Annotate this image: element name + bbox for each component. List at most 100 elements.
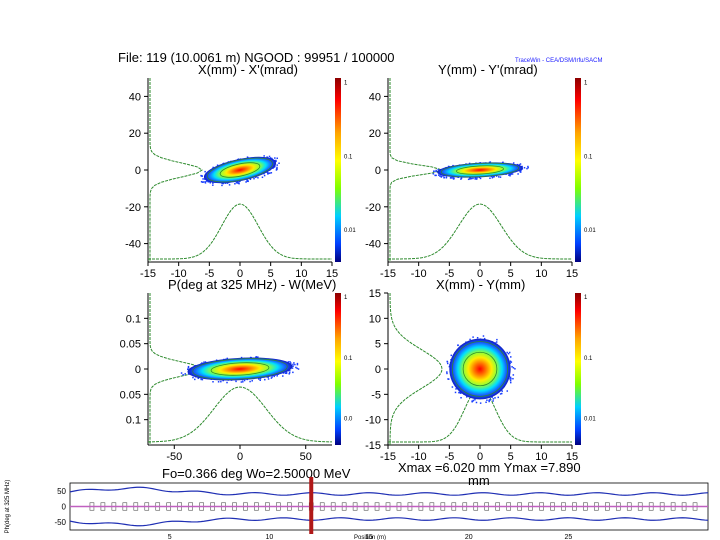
x-tick-label: -50 [166, 451, 182, 463]
halo-particle [273, 375, 275, 378]
x-tick-label: 15 [326, 268, 338, 280]
x-tick-label: 5 [508, 268, 514, 280]
halo-particle [450, 177, 452, 179]
halo-particle [488, 400, 490, 403]
halo-particle [454, 391, 457, 394]
halo-particle [527, 165, 529, 168]
halo-particle [192, 376, 194, 379]
halo-particle [287, 361, 290, 363]
rms-ellipse [210, 362, 270, 376]
envelope-lower [69, 517, 709, 527]
halo-particle [491, 396, 493, 398]
colorbar-tick-label: 0.01 [584, 228, 596, 234]
y-tick-label: 40 [129, 91, 141, 103]
halo-particle [240, 381, 243, 383]
halo-particle [437, 174, 440, 176]
halo-particle [439, 175, 441, 177]
halo-particle [274, 157, 276, 159]
y-tick-label: 0 [375, 364, 381, 376]
halo-particle [275, 169, 278, 171]
halo-particle [520, 169, 522, 172]
halo-particle [246, 180, 249, 182]
rms-ellipse [441, 162, 519, 178]
halo-particle [251, 380, 253, 382]
y-tick-label: 15 [369, 288, 381, 300]
halo-particle [237, 182, 240, 184]
x-tick-label: -5 [444, 268, 454, 280]
halo-particle [289, 370, 291, 372]
halo-particle [226, 357, 229, 360]
software-tag: TraceWin - CEA/DSM/Irfu/SACM [515, 58, 603, 64]
halo-particle [460, 178, 462, 180]
y-tick-label: -5 [371, 389, 381, 401]
envelope-plot: 50 0 -50 5 10 15 20 25 Position (m) Ph(deg at 325… [5, 477, 709, 540]
halo-particle [200, 378, 202, 381]
halo-particle [212, 184, 214, 186]
halo-particle [275, 160, 277, 163]
x-tick-label: 10 [535, 268, 547, 280]
envelope-upper [69, 486, 709, 496]
fo-wo-readout: Fo=0.366 deg Wo=2.50000 MeV [162, 466, 351, 481]
halo-particle [267, 376, 269, 378]
halo-particle [180, 372, 183, 374]
halo-particle [288, 373, 290, 375]
halo-particle [497, 396, 499, 399]
x-tick-label: 15 [365, 534, 373, 540]
halo-particle [448, 365, 451, 368]
halo-particle [212, 182, 214, 184]
halo-particle [472, 177, 474, 180]
halo-particle [506, 351, 508, 354]
halo-particle [217, 381, 220, 383]
x-tick-label: 0 [477, 451, 483, 463]
halo-particle [253, 177, 255, 180]
halo-particle [482, 335, 485, 337]
halo-particle [494, 397, 496, 399]
halo-particle [202, 178, 204, 180]
y-tick-label: 0 [135, 165, 141, 177]
xmax-ymax-readout: Xmax =6.020 mm Ymax =7.890 [398, 460, 581, 475]
halo-particle [488, 399, 490, 402]
colorbar-tick-label: 1 [344, 295, 348, 301]
halo-particle [276, 157, 278, 160]
halo-particle [476, 336, 479, 339]
halo-particle [291, 367, 294, 369]
halo-particle [263, 174, 266, 177]
x-tick-label: -15 [140, 268, 156, 280]
x-tick-label: 15 [566, 268, 578, 280]
halo-particle [508, 174, 510, 176]
y-tick-label: 0 [62, 503, 67, 512]
panel1-title: X(mm) - X'(mrad) [198, 62, 298, 77]
halo-particle [187, 373, 190, 375]
halo-particle [469, 178, 471, 180]
phase-plot-2: -15 -10 -5 0 5 10 15 40 20 0 -20 -40 1 0.1 0.01 [365, 78, 596, 280]
halo-particle [435, 169, 437, 172]
halo-particle [510, 361, 513, 363]
halo-particle [434, 174, 436, 177]
halo-particle [269, 157, 272, 159]
x-projection-curve [387, 203, 573, 260]
halo-particle [296, 363, 299, 366]
halo-particle [450, 354, 453, 357]
halo-particle [489, 161, 492, 163]
halo-particle [460, 177, 463, 180]
x-tick-label: -5 [444, 451, 454, 463]
halo-particle [479, 177, 482, 180]
beam-density-core [449, 338, 511, 400]
halo-particle [293, 362, 295, 364]
halo-particle [497, 176, 500, 178]
halo-particle [236, 181, 239, 183]
halo-particle [203, 361, 205, 363]
halo-particle [447, 378, 449, 380]
phase-plot-4: -15 -10 -5 0 5 10 15 15 10 5 0 -5 -10 -15 1 0.1 0.01 [365, 288, 596, 463]
x-tick-label: 5 [168, 534, 172, 540]
halo-particle [234, 183, 236, 185]
halo-particle [446, 360, 448, 363]
colorbar-tick-label: 0.1 [344, 356, 353, 362]
halo-particle [485, 401, 487, 404]
halo-particle [518, 164, 521, 166]
x-tick-label: -10 [171, 268, 187, 280]
y-tick-label: 0.05 [120, 389, 141, 401]
halo-particle [187, 365, 190, 368]
x-tick-label: 25 [565, 534, 573, 540]
halo-particle [446, 362, 449, 365]
